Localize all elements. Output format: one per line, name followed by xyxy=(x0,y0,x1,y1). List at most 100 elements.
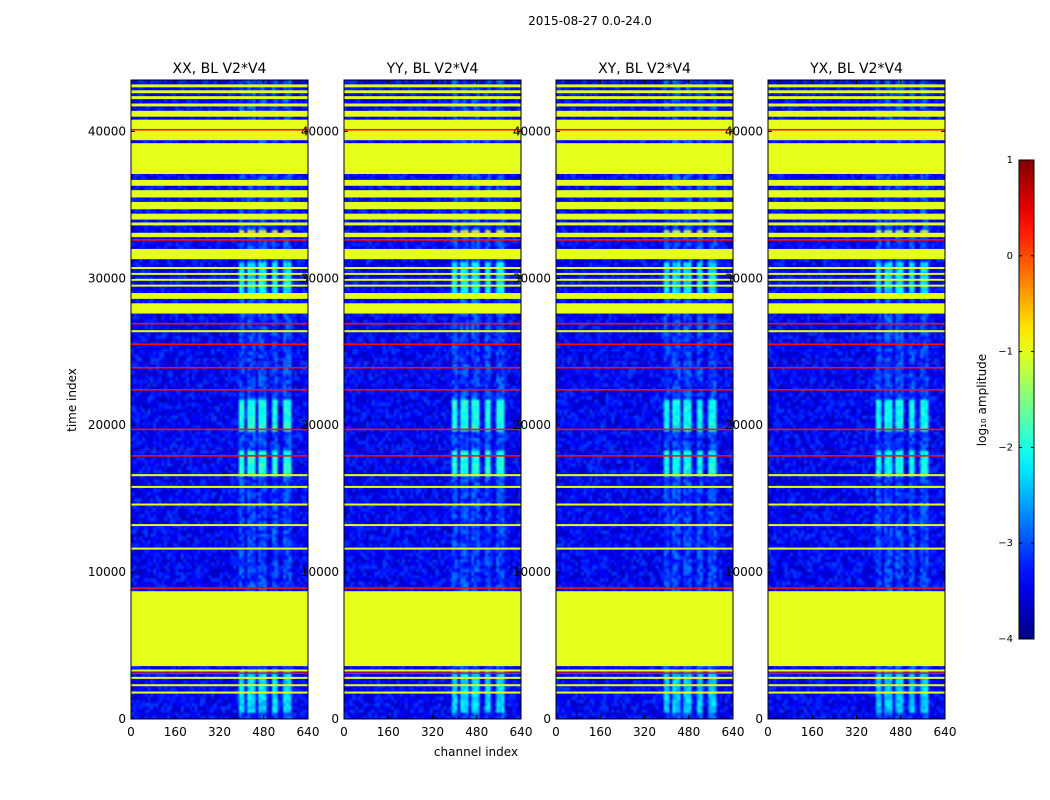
bright-line xyxy=(556,239,733,241)
bright-line xyxy=(131,672,308,675)
flagged-band xyxy=(556,103,733,107)
y-tick-label: 40000 xyxy=(725,124,763,138)
flagged-line xyxy=(556,503,733,506)
y-tick-label: 30000 xyxy=(513,271,551,285)
bright-line xyxy=(344,388,521,391)
bright-line xyxy=(131,388,308,391)
flagged-band xyxy=(768,293,945,299)
panel-title: XX, BL V2*V4 xyxy=(173,61,267,77)
flagged-band xyxy=(768,90,945,94)
panel-title: YY, BL V2*V4 xyxy=(386,61,479,77)
bright-line xyxy=(556,322,733,325)
flagged-band xyxy=(768,222,945,226)
bright-line xyxy=(768,128,945,131)
colorbar-tick-label: 1 xyxy=(1007,155,1013,166)
bright-line xyxy=(131,343,308,346)
x-tick-label: 320 xyxy=(421,725,444,739)
flagged-line xyxy=(344,485,521,488)
colorbar-gradient xyxy=(1018,159,1035,640)
flagged-band xyxy=(344,248,521,260)
bright-line xyxy=(768,455,945,457)
y-tick-label: 20000 xyxy=(301,418,339,432)
bright-line xyxy=(344,343,521,346)
y-tick-label: 0 xyxy=(755,712,763,726)
flagged-line xyxy=(131,503,308,506)
y-tick-label: 0 xyxy=(118,712,126,726)
flagged-band xyxy=(556,96,733,100)
flagged-band xyxy=(768,591,945,667)
flagged-line xyxy=(131,691,308,694)
colorbar-tick-label: −2 xyxy=(998,442,1013,453)
flagged-band xyxy=(344,222,521,226)
flagged-line xyxy=(556,267,733,270)
x-tick-label: 640 xyxy=(722,725,745,739)
x-tick-label: 640 xyxy=(297,725,320,739)
flagged-band xyxy=(344,179,521,186)
flagged-band xyxy=(556,222,733,226)
y-tick-label: 30000 xyxy=(301,271,339,285)
flagged-band xyxy=(131,96,308,100)
flagged-band xyxy=(556,248,733,260)
y-tick-label: 30000 xyxy=(725,271,763,285)
colorbar: 1 0 −1 −2 −3 −4 log₁₀ amplitude xyxy=(975,155,1035,645)
y-tick-label: 0 xyxy=(543,712,551,726)
panel-2: YY, BL V2*V4 0 160 320 480 640 0 10000 20000 3000… xyxy=(301,61,533,739)
x-tick-label: 160 xyxy=(164,725,187,739)
flagged-line xyxy=(768,676,945,679)
flagged-band xyxy=(131,248,308,260)
flagged-band xyxy=(131,143,308,175)
y-tick-label: 10000 xyxy=(513,565,551,579)
flagged-band xyxy=(344,293,521,299)
bright-line xyxy=(344,428,521,431)
flagged-line xyxy=(344,676,521,679)
bright-line xyxy=(768,388,945,391)
flagged-line xyxy=(344,272,521,275)
flagged-band xyxy=(131,84,308,88)
flagged-band xyxy=(556,110,733,117)
bright-line xyxy=(768,428,945,431)
bright-line xyxy=(768,587,945,589)
flagged-line xyxy=(131,267,308,270)
flagged-line xyxy=(131,278,308,281)
flagged-line xyxy=(344,278,521,281)
flagged-line xyxy=(131,272,308,275)
flagged-band xyxy=(556,303,733,314)
bright-line xyxy=(556,428,733,431)
panel-4: YX, BL V2*V4 0 160 320 480 640 0 10000 20000 3000… xyxy=(725,61,957,739)
flagged-band xyxy=(768,110,945,117)
flagged-band xyxy=(344,232,521,238)
flagged-line xyxy=(131,684,308,687)
flagged-band xyxy=(556,84,733,88)
flagged-line xyxy=(344,669,521,672)
x-tick-label: 160 xyxy=(377,725,400,739)
flagged-line xyxy=(556,330,733,333)
flagged-band xyxy=(556,190,733,198)
flagged-line xyxy=(556,669,733,672)
flagged-line xyxy=(556,676,733,679)
flagged-line xyxy=(768,474,945,477)
x-tick-label: 160 xyxy=(589,725,612,739)
flagged-line xyxy=(344,547,521,550)
flagged-band xyxy=(344,90,521,94)
flagged-line xyxy=(344,503,521,506)
flagged-band xyxy=(131,293,308,299)
flagged-band xyxy=(768,248,945,260)
bright-line xyxy=(131,239,308,241)
flagged-band xyxy=(556,232,733,238)
flagged-band xyxy=(768,179,945,186)
flagged-line xyxy=(344,691,521,694)
flagged-line xyxy=(131,669,308,672)
y-axis-label: time index xyxy=(65,368,79,432)
flagged-band xyxy=(768,96,945,100)
flagged-line xyxy=(131,676,308,679)
flagged-band xyxy=(556,143,733,175)
x-tick-label: 160 xyxy=(801,725,824,739)
flagged-line xyxy=(768,485,945,488)
x-tick-label: 480 xyxy=(677,725,700,739)
y-tick-label: 20000 xyxy=(725,418,763,432)
bright-line xyxy=(344,239,521,241)
flagged-band xyxy=(344,103,521,107)
y-tick-label: 20000 xyxy=(88,418,126,432)
flagged-line xyxy=(556,691,733,694)
